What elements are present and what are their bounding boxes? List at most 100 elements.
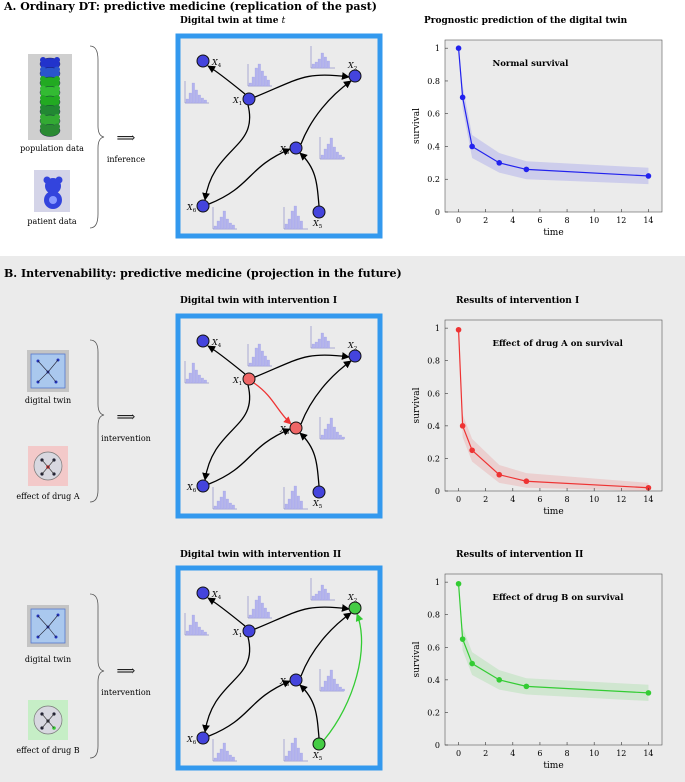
section-b-heading: B. Intervenability: predictive medicine … <box>4 267 402 280</box>
node-label: X5 <box>312 499 323 510</box>
network-title-a: Digital twin at time t <box>180 16 286 26</box>
survival-line <box>457 583 649 694</box>
x-tick-label: 6 <box>537 216 542 225</box>
x-axis-label: time <box>543 761 563 771</box>
histogram-thumbnail <box>184 361 209 384</box>
network-edge <box>207 345 246 375</box>
brace-b1 <box>89 339 105 503</box>
node-label: X3 <box>279 425 290 436</box>
node-label: X3 <box>279 677 290 688</box>
network-edge <box>299 432 320 487</box>
network-node-x2 <box>348 601 362 615</box>
data-point <box>645 690 652 696</box>
digital-twin-thumbnail-2 <box>27 605 69 647</box>
x-tick-label: 0 <box>456 495 461 504</box>
x-tick-label: 0 <box>456 749 461 758</box>
node-label: X5 <box>312 751 323 762</box>
x-axis-label: time <box>543 228 563 238</box>
histogram-thumbnail <box>184 81 209 104</box>
network-edge <box>253 382 292 425</box>
network-edge <box>202 636 251 733</box>
plot-area <box>444 319 663 492</box>
survival-line <box>457 329 649 489</box>
network-node-x6 <box>196 731 210 745</box>
histogram-thumbnail <box>247 343 272 367</box>
histogram-thumbnail <box>283 485 308 510</box>
data-point <box>496 471 503 478</box>
node-label: X2 <box>347 341 357 352</box>
node-label: X6 <box>186 203 197 214</box>
network-edge <box>299 152 320 207</box>
y-tick-label: 0.4 <box>427 676 440 685</box>
data-point <box>645 484 652 491</box>
histogram-thumbnail <box>184 613 209 636</box>
histogram-thumbnail <box>310 46 335 69</box>
data-point <box>523 683 530 690</box>
confidence-band <box>458 583 649 702</box>
histogram-thumbnail <box>247 63 272 87</box>
y-tick-label: 0 <box>435 487 440 496</box>
y-tick-label: 0.2 <box>427 175 440 184</box>
data-point <box>459 636 466 642</box>
x-tick-label: 8 <box>565 216 570 225</box>
histogram-thumbnail <box>283 205 308 230</box>
network-edge <box>207 597 246 627</box>
y-tick-label: 0 <box>435 741 440 750</box>
network-node-x6 <box>196 479 210 493</box>
node-label: X6 <box>186 483 197 494</box>
x-tick-label: 12 <box>616 749 626 758</box>
x-tick-label: 6 <box>537 749 542 758</box>
network-edge <box>254 604 350 630</box>
network-edge <box>300 612 352 677</box>
digital-twin-label-2: digital twin <box>25 655 71 664</box>
survival-chart-drug-a: 0 2 4 6 8 10 12 14 0 0.2 0.4 0.6 0.8 1 time survival Eff… <box>412 319 663 517</box>
network-edge <box>300 80 352 145</box>
network-edge <box>208 680 291 737</box>
brace-a <box>89 45 105 229</box>
patient-data-label: patient data <box>27 217 76 226</box>
network-node-x4 <box>196 334 210 348</box>
histogram-thumbnail <box>247 595 272 619</box>
survival-line <box>457 48 649 177</box>
y-axis-label: survival <box>412 387 422 423</box>
x-tick-label: 14 <box>643 749 653 758</box>
y-tick-label: 0.6 <box>427 389 440 398</box>
data-point <box>459 94 466 101</box>
digital-twin-thumbnail-1 <box>27 350 69 392</box>
data-point <box>496 160 503 166</box>
data-point <box>523 478 530 485</box>
network-node-x3 <box>289 673 303 687</box>
y-axis-label: survival <box>412 108 422 144</box>
plot-area <box>444 573 663 746</box>
y-tick-label: 0.6 <box>427 110 440 119</box>
network-node-x3 <box>289 141 303 155</box>
chart-inner-title: Effect of drug B on survival <box>492 593 624 603</box>
network-title-b1: Digital twin with intervention I <box>180 296 337 306</box>
node-label: X1 <box>232 376 242 387</box>
histogram-thumbnail <box>212 739 237 762</box>
network-node-x3 <box>289 421 303 435</box>
y-tick-label: 0.8 <box>427 357 440 366</box>
y-tick-label: 0.6 <box>427 643 440 652</box>
data-point <box>459 423 466 429</box>
y-tick-label: 0.2 <box>427 454 440 463</box>
network-node-x2 <box>348 349 362 363</box>
y-tick-label: 0 <box>435 208 440 217</box>
network-edge <box>254 352 350 378</box>
network-edge <box>299 684 320 739</box>
brace-b2 <box>89 593 105 759</box>
drug-a-effect-label: effect of drug A <box>16 492 79 501</box>
histogram-thumbnail <box>319 137 345 160</box>
node-label: X4 <box>211 590 222 601</box>
network-edge <box>208 148 291 205</box>
x-axis-label: time <box>543 507 563 517</box>
survival-chart-drug-b: 0 2 4 6 8 10 12 14 0 0.2 0.4 0.6 0.8 1 time survival Eff… <box>412 573 663 771</box>
y-tick-label: 0.4 <box>427 142 440 151</box>
chart-title-b2: Results of intervention II <box>456 550 583 560</box>
x-tick-label: 2 <box>483 216 488 225</box>
histogram-thumbnail <box>310 578 335 601</box>
y-tick-label: 1 <box>435 324 440 333</box>
drug-b-effect-label: effect of drug B <box>16 746 79 755</box>
node-label: X2 <box>347 593 357 604</box>
intervention-label-2: intervention <box>101 688 151 697</box>
